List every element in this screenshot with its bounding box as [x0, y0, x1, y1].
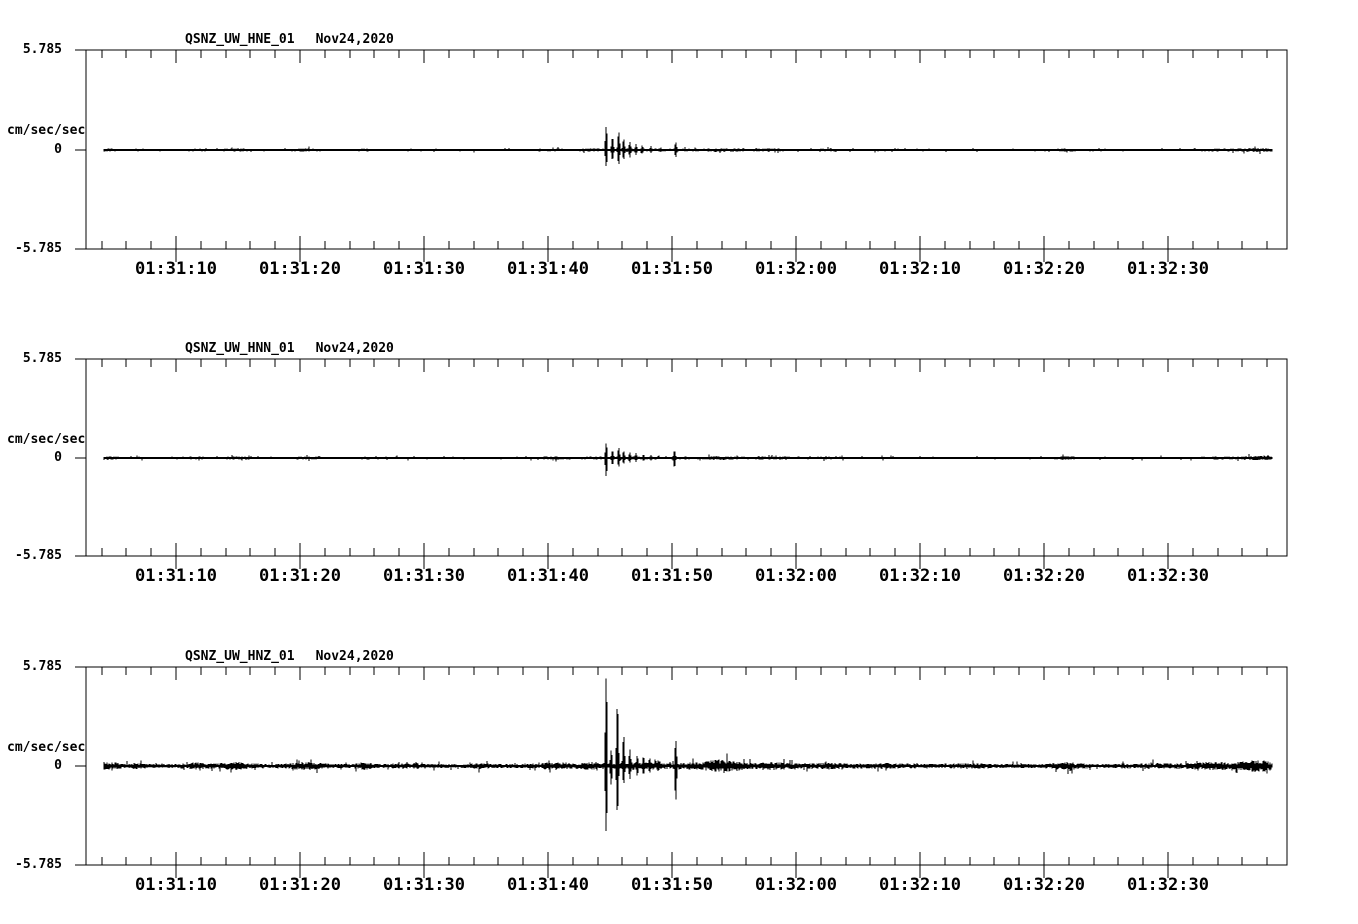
y-max-label: 5.785 — [22, 659, 62, 674]
time-tick-label: 01:32:20 — [1003, 566, 1085, 586]
y-zero-label: 0 — [54, 450, 62, 465]
plot-frame — [75, 666, 1288, 866]
time-tick-label: 01:32:30 — [1127, 875, 1209, 895]
time-tick-label: 01:31:40 — [507, 566, 589, 586]
y-max-label: 5.785 — [22, 351, 62, 366]
waveform-trace-hnz — [103, 678, 1273, 831]
axis-ticks — [101, 667, 1268, 878]
y-zero-label: 0 — [54, 142, 62, 157]
y-units-label: cm/sec/sec — [7, 740, 86, 755]
time-tick-label: 01:32:10 — [879, 875, 961, 895]
time-tick-label: 01:32:20 — [1003, 875, 1085, 895]
waveform-trace-hne — [103, 127, 1273, 167]
time-tick-label: 01:32:00 — [755, 566, 837, 586]
panel-date: Nov24,2020 — [315, 341, 394, 356]
panel-station-id: QSNZ_UW_HNE_01 — [185, 32, 295, 47]
y-min-label: -5.785 — [15, 548, 62, 563]
time-tick-label: 01:31:30 — [383, 566, 465, 586]
time-tick-label: 01:31:10 — [135, 875, 217, 895]
panel-title: QSNZ_UW_HNZ_01 Nov24,2020 — [185, 650, 394, 664]
time-tick-label: 01:32:10 — [879, 259, 961, 279]
time-tick-label: 01:31:30 — [383, 259, 465, 279]
time-tick-label: 01:31:10 — [135, 566, 217, 586]
axis-ticks — [101, 359, 1268, 569]
panel-date: Nov24,2020 — [315, 649, 394, 664]
time-tick-label: 01:32:00 — [755, 259, 837, 279]
time-tick-label: 01:31:20 — [259, 875, 341, 895]
time-tick-label: 01:31:50 — [631, 259, 713, 279]
panel-date: Nov24,2020 — [315, 32, 394, 47]
time-tick-label: 01:32:30 — [1127, 259, 1209, 279]
time-tick-label: 01:31:30 — [383, 875, 465, 895]
time-tick-label: 01:32:00 — [755, 875, 837, 895]
time-tick-label: 01:31:40 — [507, 875, 589, 895]
time-tick-label: 01:31:20 — [259, 566, 341, 586]
time-tick-label: 01:31:50 — [631, 875, 713, 895]
panel-station-id: QSNZ_UW_HNN_01 — [185, 341, 295, 356]
time-tick-label: 01:32:20 — [1003, 259, 1085, 279]
panel-title: QSNZ_UW_HNN_01 Nov24,2020 — [185, 342, 394, 356]
plot-frame — [75, 49, 1288, 250]
time-tick-label: 01:31:50 — [631, 566, 713, 586]
time-tick-label: 01:31:40 — [507, 259, 589, 279]
y-units-label: cm/sec/sec — [7, 123, 86, 138]
y-units-label: cm/sec/sec — [7, 432, 86, 447]
time-tick-label: 01:32:30 — [1127, 566, 1209, 586]
time-tick-label: 01:32:10 — [879, 566, 961, 586]
y-max-label: 5.785 — [22, 42, 62, 57]
y-zero-label: 0 — [54, 758, 62, 773]
time-tick-label: 01:31:20 — [259, 259, 341, 279]
plot-frame — [75, 358, 1288, 557]
y-min-label: -5.785 — [15, 857, 62, 872]
axis-ticks — [101, 50, 1268, 262]
panel-title: QSNZ_UW_HNE_01 Nov24,2020 — [185, 33, 394, 47]
panel-station-id: QSNZ_UW_HNZ_01 — [185, 649, 295, 664]
waveform-trace-hnn — [103, 443, 1273, 476]
y-min-label: -5.785 — [15, 241, 62, 256]
time-tick-label: 01:31:10 — [135, 259, 217, 279]
